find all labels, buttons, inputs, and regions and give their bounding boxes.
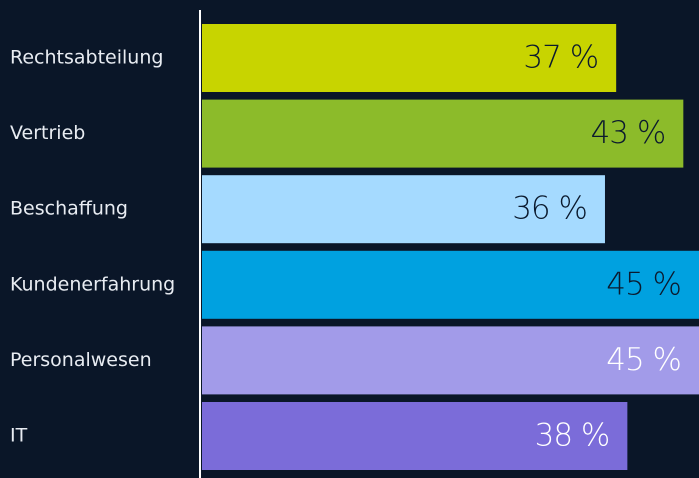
category-label: IT (10, 425, 28, 447)
category-label: Vertrieb (10, 122, 85, 144)
value-label: 36 % (512, 191, 587, 227)
value-label: 43 % (591, 115, 666, 151)
bar (202, 24, 617, 92)
category-label: Personalwesen (10, 349, 152, 371)
value-label: 37 % (523, 40, 598, 76)
value-label: 45 % (606, 266, 681, 302)
value-label: 38 % (535, 418, 610, 454)
bar (202, 175, 605, 244)
category-label: Kundenerfahrung (10, 273, 175, 295)
category-label: Rechtsabteilung (10, 47, 163, 69)
category-label: Beschaffung (10, 198, 128, 220)
bar (202, 326, 699, 395)
bar (202, 99, 684, 168)
value-label: 45 % (606, 342, 681, 378)
bar (202, 250, 699, 319)
bar (202, 402, 628, 470)
